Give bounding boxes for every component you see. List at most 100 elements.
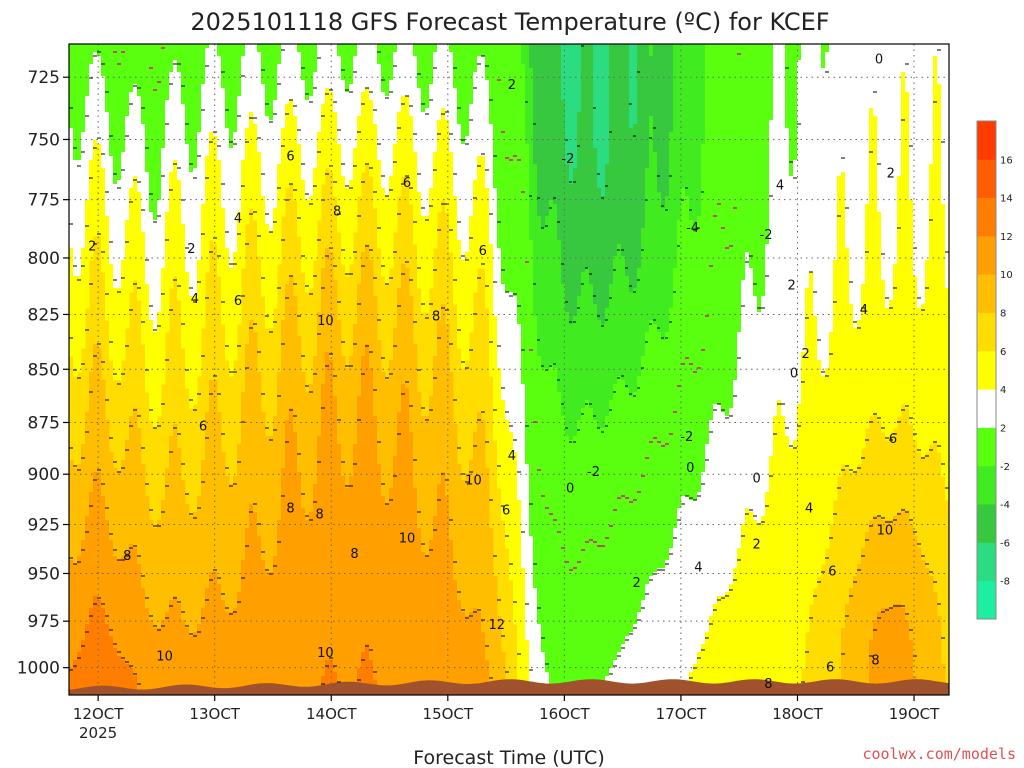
temperature-cell xyxy=(69,584,74,589)
temperature-cell xyxy=(81,212,86,217)
temperature-cell xyxy=(69,676,74,681)
temperature-cell xyxy=(73,616,78,621)
temperature-cell xyxy=(89,56,94,61)
temperature-cell xyxy=(85,564,90,569)
temperature-cell xyxy=(81,292,86,297)
temperature-cell xyxy=(85,104,90,109)
temperature-cell xyxy=(69,572,74,577)
temperature-cell xyxy=(93,372,98,377)
temperature-cell xyxy=(101,672,106,677)
temperature-cell xyxy=(101,588,106,593)
temperature-cell xyxy=(77,652,82,657)
temperature-cell xyxy=(73,496,78,501)
temperature-cell xyxy=(77,632,82,637)
temperature-cell xyxy=(105,76,110,81)
temperature-cell xyxy=(101,396,106,401)
temperature-cell xyxy=(73,176,78,181)
temperature-cell xyxy=(85,108,90,113)
temperature-cell xyxy=(89,228,94,233)
temperature-cell xyxy=(93,416,98,421)
temperature-cell xyxy=(69,108,74,113)
temperature-cell xyxy=(101,96,106,101)
temperature-cell xyxy=(73,204,78,209)
temperature-cell xyxy=(77,648,82,653)
temperature-cell xyxy=(73,480,78,485)
temperature-cell xyxy=(77,484,82,489)
temperature-cell xyxy=(101,216,106,221)
temperature-cell xyxy=(101,112,106,117)
temperature-cell xyxy=(69,48,74,53)
temperature-cell xyxy=(101,180,106,185)
temperature-cell xyxy=(69,284,74,289)
temperature-cell xyxy=(105,52,110,57)
temperature-cell xyxy=(81,232,86,237)
temperature-cell xyxy=(69,464,74,469)
temperature-cell xyxy=(89,200,94,205)
temperature-cell xyxy=(101,264,106,269)
temperature-cell xyxy=(101,244,106,249)
temperature-cell xyxy=(69,88,74,93)
temperature-cell xyxy=(105,228,110,233)
temperature-cell xyxy=(69,228,74,233)
temperature-cell xyxy=(69,168,74,173)
temperature-cell xyxy=(85,656,90,661)
temperature-cell xyxy=(73,532,78,537)
temperature-cell xyxy=(101,456,106,461)
temperature-cell xyxy=(93,140,98,145)
temperature-cell xyxy=(73,680,78,685)
temperature-cell xyxy=(89,168,94,173)
temperature-cell xyxy=(73,56,78,61)
temperature-cell xyxy=(77,52,82,57)
temperature-cell xyxy=(73,596,78,601)
temperature-cell xyxy=(105,84,110,89)
temperature-cell xyxy=(93,580,98,585)
temperature-cell xyxy=(81,156,86,161)
temperature-cell xyxy=(93,120,98,125)
temperature-cell xyxy=(93,560,98,565)
temperature-cell xyxy=(93,184,98,189)
temperature-cell xyxy=(69,552,74,557)
temperature-cell xyxy=(93,484,98,489)
temperature-cell xyxy=(101,444,106,449)
temperature-cell xyxy=(89,112,94,117)
temperature-cell xyxy=(73,648,78,653)
temperature-cell xyxy=(77,308,82,313)
temperature-cell xyxy=(105,272,110,277)
temperature-cell xyxy=(77,304,82,309)
temperature-cell xyxy=(73,348,78,353)
temperature-cell xyxy=(101,536,106,541)
temperature-cell xyxy=(101,204,106,209)
temperature-cell xyxy=(69,608,74,613)
temperature-cell xyxy=(105,212,110,217)
temperature-cell xyxy=(81,224,86,229)
temperature-cell xyxy=(85,172,90,177)
temperature-cell xyxy=(89,600,94,605)
temperature-cell xyxy=(81,188,86,193)
temperature-cell xyxy=(81,48,86,53)
temperature-cell xyxy=(105,308,110,313)
temperature-cell xyxy=(101,580,106,585)
temperature-cell xyxy=(81,300,86,305)
temperature-cell xyxy=(77,260,82,265)
temperature-cell xyxy=(93,72,98,77)
temperature-cell xyxy=(77,100,82,105)
temperature-cell xyxy=(89,564,94,569)
temperature-cell xyxy=(105,128,110,133)
temperature-cell xyxy=(85,176,90,181)
temperature-cell xyxy=(105,428,110,433)
temperature-cell xyxy=(93,452,98,457)
temperature-cell xyxy=(89,432,94,437)
temperature-cell xyxy=(69,244,74,249)
temperature-cell xyxy=(77,500,82,505)
temperature-cell xyxy=(77,488,82,493)
temperature-cell xyxy=(73,132,78,137)
temperature-cell xyxy=(73,476,78,481)
temperature-cell xyxy=(69,200,74,205)
temperature-cell xyxy=(77,636,82,641)
temperature-cell xyxy=(81,612,86,617)
temperature-cell xyxy=(97,584,102,589)
temperature-cell xyxy=(77,608,82,613)
temperature-cell xyxy=(73,292,78,297)
temperature-cell xyxy=(93,80,98,85)
temperature-cell xyxy=(93,648,98,653)
